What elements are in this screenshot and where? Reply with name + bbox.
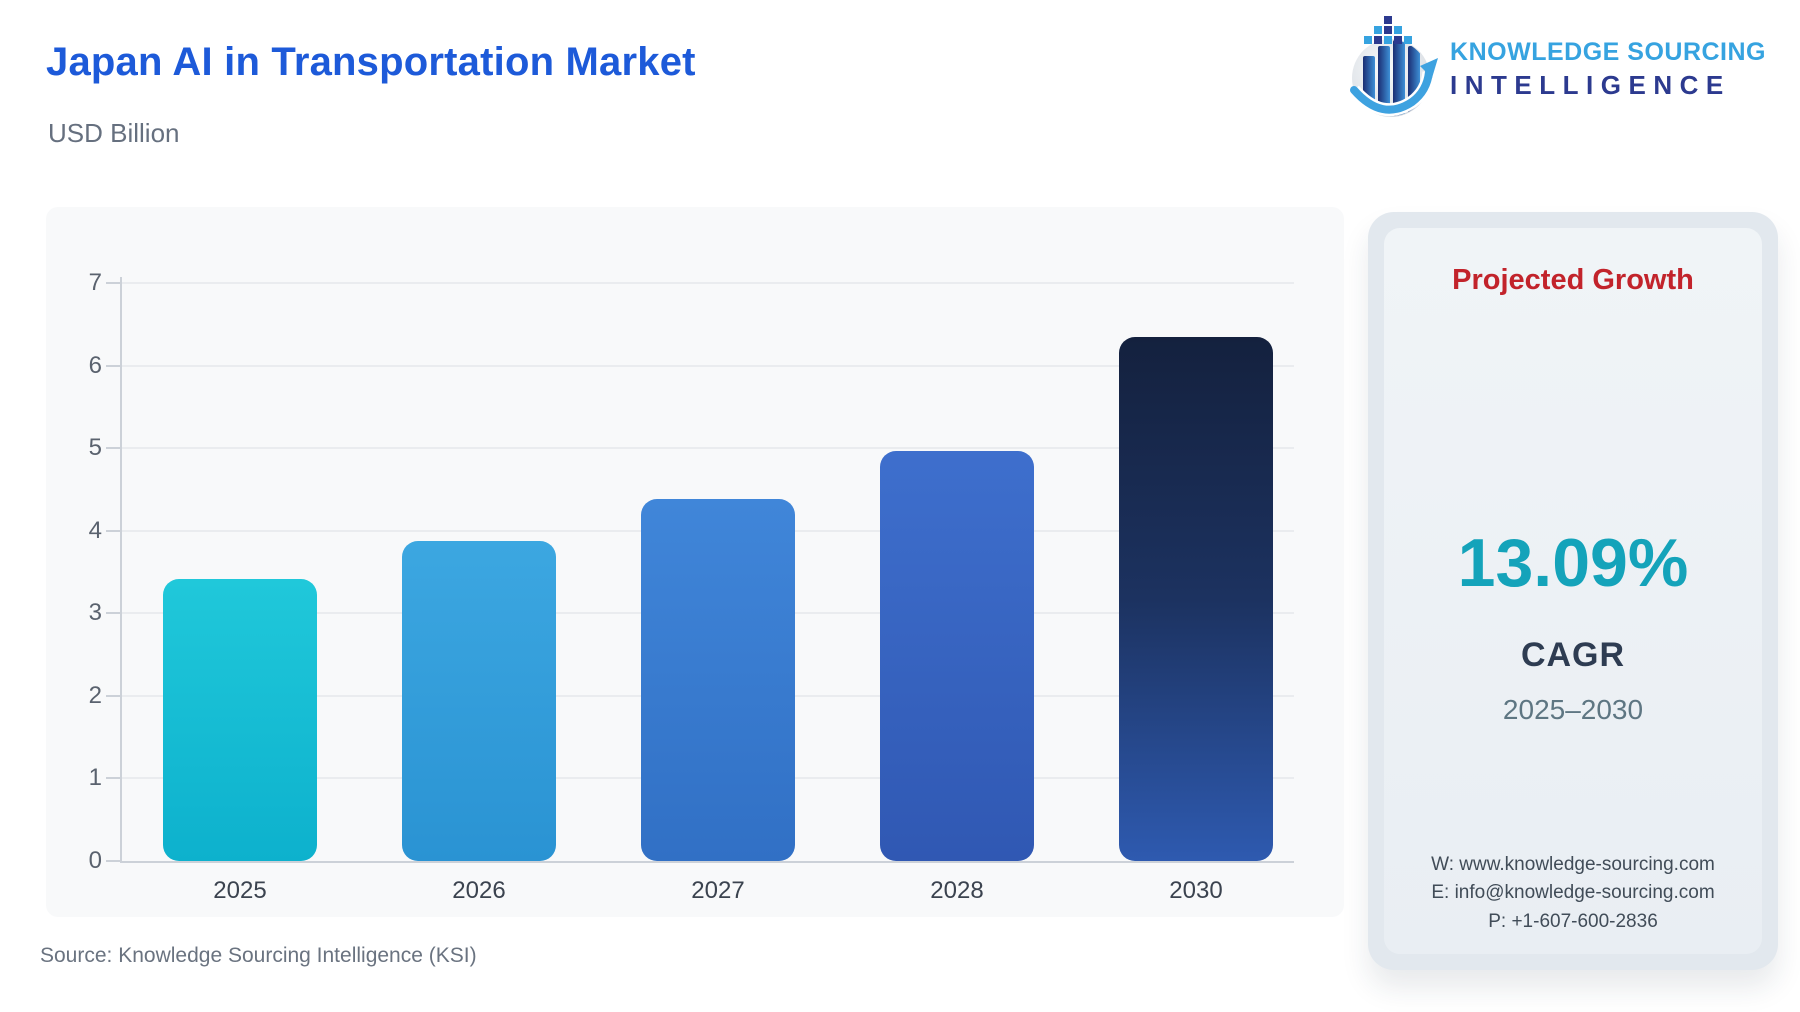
- x-axis-line: [120, 861, 1294, 863]
- panel-heading: Projected Growth: [1452, 264, 1694, 296]
- projected-growth-card: Projected Growth 13.09% CAGR 2025–2030 W…: [1384, 228, 1762, 954]
- bar-chart: 0 1 2 3 4 5 6 7 2025 2026 2027 2028 2030: [46, 207, 1344, 917]
- y-tick-mark-1: [106, 777, 120, 780]
- y-axis-line: [120, 277, 122, 861]
- projected-growth-panel: Projected Growth 13.09% CAGR 2025–2030 W…: [1368, 212, 1778, 970]
- x-label-2025: 2025: [213, 877, 267, 904]
- y-tick-label-2: 2: [88, 681, 102, 709]
- y-tick-mark-6: [106, 364, 120, 367]
- y-tick-mark-2: [106, 694, 120, 697]
- contact-email: E: info@knowledge-sourcing.com: [1431, 882, 1715, 903]
- logo-line2: INTELLIGENCE: [1450, 70, 1731, 100]
- contact-phone: P: +1-607-600-2836: [1488, 910, 1658, 932]
- contact-block: W: www.knowledge-sourcing.com E: info@kn…: [1384, 851, 1762, 937]
- y-tick-mark-4: [106, 529, 120, 532]
- contact-website: W: www.knowledge-sourcing.com: [1431, 853, 1715, 875]
- y-tick-label-4: 4: [88, 516, 102, 544]
- cagr-label: CAGR: [1520, 636, 1626, 674]
- x-label-2030: 2030: [1169, 877, 1223, 904]
- gridline-5: [120, 447, 1294, 450]
- gridline-7: [120, 282, 1294, 284]
- x-label-2027: 2027: [691, 877, 745, 904]
- y-tick-mark-5: [106, 447, 120, 450]
- y-tick-label-5: 5: [88, 434, 102, 462]
- ksi-logo: KNOWLEDGE SOURCING INTELLIGENCE: [1349, 14, 1766, 125]
- y-tick-mark-0: [106, 860, 120, 862]
- bar-2028: [880, 451, 1034, 861]
- unit-label: USD Billion: [48, 118, 180, 148]
- y-tick-label-0: 0: [88, 847, 102, 874]
- ksi-globe-bars-arrow-icon: [1349, 14, 1439, 125]
- source-note: Source: Knowledge Sourcing Intelligence …: [40, 944, 477, 967]
- x-label-2028: 2028: [930, 877, 984, 904]
- y-tick-label-3: 3: [88, 599, 102, 627]
- y-tick-label-1: 1: [88, 764, 102, 792]
- bar-2026: [402, 540, 556, 861]
- chart-card: 0 1 2 3 4 5 6 7 2025 2026 2027 2028 2030: [46, 207, 1344, 917]
- y-tick-label-7: 7: [88, 269, 102, 296]
- bar-2027: [641, 498, 795, 861]
- bar-2025: [163, 578, 317, 861]
- y-tick-mark-3: [106, 612, 120, 615]
- y-tick-mark-7: [106, 282, 120, 284]
- y-tick-label-6: 6: [88, 351, 102, 379]
- cagr-value: 13.09%: [1457, 525, 1689, 601]
- page-title: Japan AI in Transportation Market: [46, 40, 696, 84]
- logo-line1: KNOWLEDGE SOURCING: [1450, 38, 1766, 66]
- gridline-6: [120, 364, 1294, 367]
- x-label-2026: 2026: [452, 877, 506, 904]
- bar-2030: [1119, 336, 1273, 861]
- cagr-period: 2025–2030: [1502, 694, 1644, 725]
